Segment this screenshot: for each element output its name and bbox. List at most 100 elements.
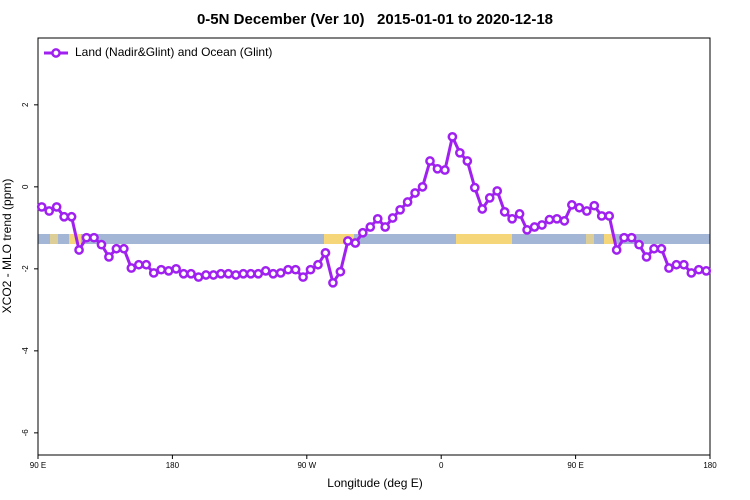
- data-point: [567, 200, 577, 210]
- data-point: [335, 266, 346, 277]
- y-axis-label: XCO2 - MLO trend (ppm): [0, 179, 14, 314]
- data-point: [589, 200, 600, 211]
- land-band: [69, 234, 81, 244]
- data-point: [193, 272, 204, 282]
- plot-frame: [37, 37, 711, 456]
- data-point: [664, 263, 674, 273]
- data-point: [425, 156, 435, 166]
- data-point: [178, 268, 189, 279]
- data-point: [141, 259, 152, 270]
- data-point: [447, 131, 458, 142]
- data-point: [686, 268, 697, 278]
- land-ocean-band: [38, 234, 710, 244]
- data-point: [649, 243, 659, 254]
- data-point: [432, 163, 443, 174]
- data-point: [387, 213, 398, 223]
- data-point: [208, 270, 219, 280]
- data-point: [156, 264, 167, 275]
- data-point: [89, 232, 99, 243]
- data-point: [679, 259, 689, 270]
- y-tick-label: -4: [21, 347, 30, 355]
- data-point: [59, 211, 69, 222]
- data-point: [36, 202, 47, 212]
- data-point: [641, 252, 652, 262]
- data-point: [619, 232, 629, 243]
- data-point: [223, 268, 234, 279]
- data-point: [275, 268, 286, 278]
- data-point: [350, 238, 361, 248]
- data-point: [596, 211, 607, 221]
- data-point: [104, 252, 114, 262]
- data-point: [365, 222, 376, 232]
- data-point: [44, 206, 55, 216]
- data-point: [581, 206, 592, 216]
- data-point: [283, 264, 293, 275]
- data-point: [402, 197, 413, 207]
- data-point: [522, 225, 532, 235]
- data-point: [163, 266, 174, 276]
- legend-label: Land (Nadir&Glint) and Ocean (Glint): [75, 45, 272, 59]
- y-tick-label: 2: [21, 102, 30, 107]
- land-band: [586, 234, 594, 244]
- x-tick-label: 90 E: [30, 461, 46, 470]
- data-point: [231, 270, 241, 280]
- data-point: [604, 211, 615, 221]
- x-tick-label: 90 E: [567, 461, 583, 470]
- data-point: [499, 207, 510, 217]
- data-point: [507, 213, 517, 224]
- legend-marker: [51, 48, 61, 58]
- data-point: [260, 266, 271, 276]
- data-point: [477, 204, 488, 214]
- data-point: [253, 268, 264, 279]
- data-point: [537, 220, 547, 230]
- data-point: [544, 214, 555, 225]
- data-point: [671, 259, 682, 270]
- x-tick-label: 0: [439, 461, 444, 470]
- data-point: [514, 209, 525, 219]
- data-point: [313, 259, 323, 270]
- data-point: [492, 186, 503, 196]
- land-band: [50, 234, 58, 244]
- data-point: [469, 182, 480, 193]
- data-point: [268, 268, 279, 279]
- data-point: [693, 264, 704, 275]
- data-point: [81, 232, 92, 243]
- land-band: [324, 234, 354, 244]
- data-point: [559, 216, 570, 226]
- data-point: [111, 243, 122, 254]
- data-point: [634, 239, 644, 250]
- data-point: [290, 264, 301, 275]
- data-point: [574, 202, 585, 213]
- data-point: [417, 181, 428, 192]
- data-point: [701, 266, 712, 276]
- data-point: [626, 232, 637, 243]
- x-tick-label: 180: [703, 461, 717, 470]
- data-point: [74, 245, 84, 255]
- land-band: [456, 234, 512, 244]
- chart-title: 0-5N December (Ver 10) 2015-01-01 to 202…: [197, 11, 553, 28]
- data-point: [186, 268, 196, 279]
- data-point: [119, 243, 129, 254]
- land-band: [604, 234, 614, 244]
- x-tick-label: 90 W: [297, 461, 316, 470]
- data-point: [455, 147, 465, 158]
- data-point: [484, 193, 495, 203]
- data-point: [238, 268, 249, 279]
- ocean-band: [38, 234, 710, 244]
- y-tick-label: 0: [21, 184, 30, 189]
- data-point: [380, 222, 391, 232]
- data-point: [305, 264, 316, 275]
- data-point: [410, 188, 420, 198]
- data-point: [320, 248, 331, 258]
- data-point: [51, 202, 62, 212]
- data-point: [440, 165, 450, 175]
- data-point: [245, 268, 256, 279]
- data-point: [66, 211, 77, 222]
- data-point: [343, 236, 353, 246]
- data-point: [357, 227, 368, 238]
- data-point: [372, 213, 383, 224]
- x-axis-label: Longitude (deg E): [327, 476, 422, 490]
- data-point: [328, 277, 338, 288]
